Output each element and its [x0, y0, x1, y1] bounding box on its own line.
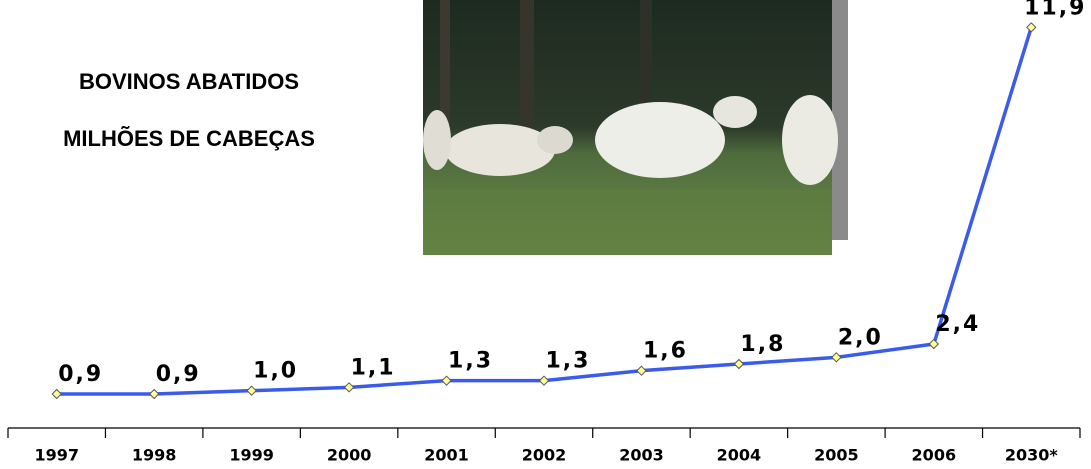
- value-label: 1,3: [448, 349, 493, 374]
- data-marker: [636, 365, 647, 376]
- data-marker: [733, 358, 745, 370]
- x-tick-label: 2004: [717, 446, 762, 465]
- value-label: 2,4: [935, 312, 980, 337]
- x-tick-label: 2006: [912, 446, 957, 465]
- photo: [423, 0, 848, 255]
- data-marker: [148, 388, 160, 400]
- x-tick-label: 2002: [522, 446, 567, 465]
- value-label: 0,9: [58, 362, 103, 387]
- data-marker: [928, 338, 940, 350]
- x-tick-label: 2001: [424, 446, 469, 465]
- value-label: 1,1: [351, 355, 396, 380]
- x-tick-label: 2000: [327, 446, 372, 465]
- value-label: 1,6: [643, 339, 688, 364]
- value-label: 1,3: [546, 349, 591, 374]
- data-marker: [538, 375, 550, 386]
- chart-subtitle: MILHÕES DE CABEÇAS: [63, 126, 315, 151]
- data-marker: [831, 352, 842, 363]
- chart-title: BOVINOS ABATIDOS: [79, 69, 299, 94]
- x-tick-label: 2003: [619, 446, 664, 465]
- x-tick-label: 1999: [229, 446, 274, 465]
- x-tick-label: 2030*: [1005, 446, 1059, 465]
- value-label: 11,9: [1024, 0, 1086, 20]
- x-tick-label: 1997: [34, 446, 79, 465]
- value-label: 2,0: [838, 325, 883, 350]
- value-label: 1,8: [740, 332, 785, 357]
- x-tick-label: 2005: [814, 446, 859, 465]
- x-tick-label: 1998: [132, 446, 177, 465]
- data-marker: [343, 382, 355, 393]
- value-label: 0,9: [156, 362, 201, 387]
- data-marker: [441, 375, 452, 386]
- data-marker: [1026, 22, 1037, 33]
- data-marker: [51, 388, 62, 400]
- data-marker: [246, 385, 257, 396]
- value-label: 1,0: [253, 359, 298, 384]
